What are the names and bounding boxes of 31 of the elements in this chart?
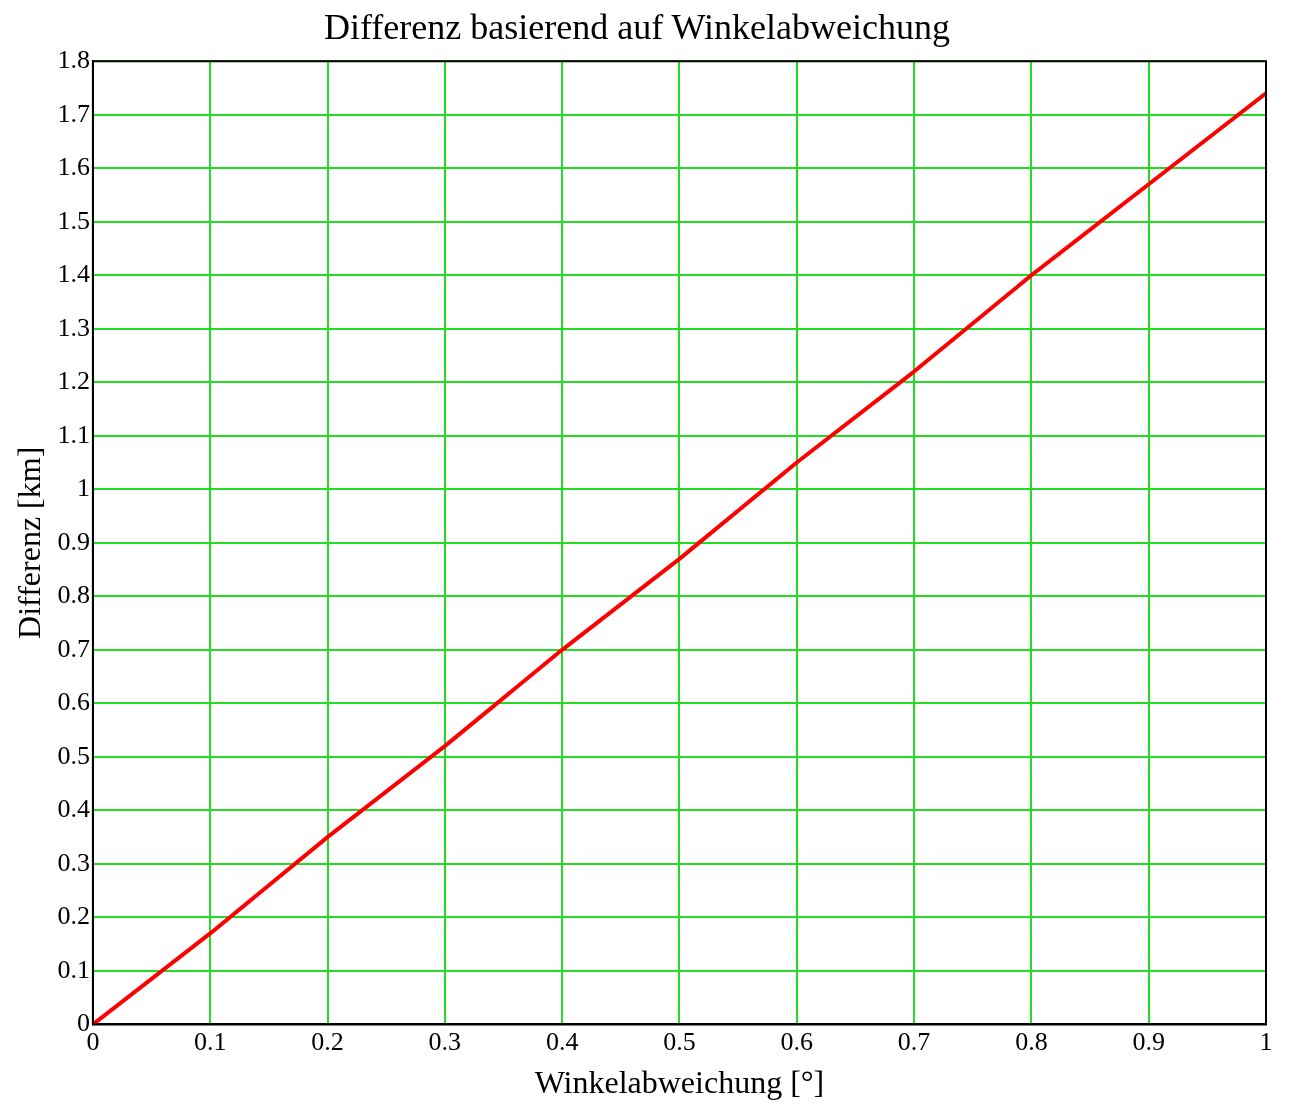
y-tick-label: 0.3 (57, 847, 90, 877)
y-tick-label: 1.5 (57, 205, 90, 235)
y-axis-title: Differenz [km] (10, 446, 47, 639)
y-tick-label: 1.7 (57, 98, 90, 128)
x-tick-label: 0.4 (545, 1026, 579, 1056)
y-tick-label: 1.8 (57, 45, 90, 75)
y-tick-label: 0.6 (57, 687, 90, 717)
x-tick-label: 0.3 (428, 1026, 462, 1056)
x-tick-label: 0.5 (663, 1026, 696, 1056)
y-tick-label: 0.8 (57, 580, 90, 610)
y-tick-label: 0.4 (57, 794, 90, 824)
y-tick-label: 0.5 (57, 740, 90, 770)
x-tick-label: 0.7 (897, 1026, 931, 1056)
y-tick-label: 1.4 (57, 259, 90, 289)
x-tick-label: 0.1 (193, 1026, 227, 1056)
chart-title: Differenz basierend auf Winkelabweichung (324, 7, 950, 48)
y-tick-label: 1.2 (57, 366, 90, 396)
x-tick-label: 0.2 (311, 1026, 344, 1056)
y-tick-label: 0.1 (57, 954, 90, 984)
x-tick-label: 0.9 (1132, 1026, 1165, 1056)
y-tick-label: 1.6 (57, 152, 90, 182)
y-tick-label: 1.3 (57, 312, 90, 342)
x-axis-title: Winkelabweichung [°] (534, 1064, 825, 1101)
y-tick-label: 0.2 (57, 901, 90, 931)
y-tick-label: 1 (76, 473, 90, 503)
x-tick-label: 0.8 (1015, 1026, 1048, 1056)
y-tick-label: 0.9 (57, 526, 90, 556)
x-tick-label: 1 (1259, 1026, 1273, 1056)
x-tick-label: 0.6 (780, 1026, 814, 1056)
y-tick-label: 0.7 (57, 633, 90, 663)
y-tick-label: 1.1 (57, 419, 90, 449)
